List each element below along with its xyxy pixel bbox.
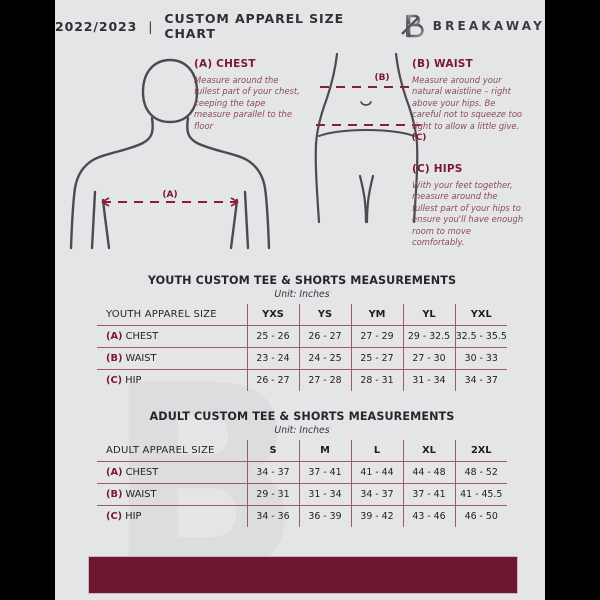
adult-row-label-hip: (C) HIP — [97, 505, 248, 527]
table-row: (C) HIP 26 - 27 27 - 28 28 - 31 31 - 34 34 - … — [97, 369, 507, 391]
adult-cell-hip-xl: 43 - 46 — [402, 505, 456, 527]
youth-cell-hip-yxs: 26 - 27 — [246, 369, 300, 391]
adult-cell-hip-l: 39 - 42 — [350, 505, 404, 527]
callout-chest-heading: (A) CHEST — [194, 58, 256, 70]
waist-line-label: (B) — [374, 73, 389, 83]
adult-size-table-block: ADULT CUSTOM TEE & SHORTS MEASUREMENTS U… — [97, 410, 507, 527]
table-row: (B) WAIST 23 - 24 24 - 25 25 - 27 27 - 30 30 … — [97, 347, 507, 370]
youth-cell-waist-ys: 24 - 25 — [298, 347, 352, 370]
youth-size-header-ys: YS — [298, 304, 352, 326]
header-title-group: 2022/2023 | CUSTOM APPAREL SIZE CHART — [55, 11, 372, 41]
youth-cell-hip-ym: 28 - 31 — [350, 369, 404, 391]
table-row: (A) CHEST 25 - 26 26 - 27 27 - 29 29 - 32.5 3… — [97, 325, 507, 348]
table-row: (A) CHEST 34 - 37 37 - 41 41 - 44 44 - 48 48 … — [97, 461, 507, 484]
youth-row-label-waist: (B) WAIST — [97, 347, 248, 370]
hips-line-label: (C) — [412, 133, 427, 143]
adult-cell-chest-2xl: 48 - 52 — [454, 461, 507, 484]
youth-row-label-hip: (C) HIP — [97, 369, 248, 391]
adult-row-label-waist: (B) WAIST — [97, 483, 248, 506]
callout-hips: (C) HIPS With your feet together, measur… — [412, 163, 524, 248]
youth-size-table: YOUTH APPAREL SIZE YXS YS YM YL YXL (A) CHEST 2… — [97, 304, 507, 391]
page-title: CUSTOM APPAREL SIZE CHART — [164, 11, 345, 41]
breakaway-b-monogram-icon — [400, 12, 424, 40]
callout-waist-body: Measure around your natural waistline – … — [412, 75, 523, 131]
adult-row-label-chest: (A) CHEST — [97, 461, 248, 484]
youth-table-unit: Unit: Inches — [274, 289, 330, 300]
row-tag: (A) — [106, 331, 123, 342]
youth-cell-waist-yxl: 30 - 33 — [454, 347, 507, 370]
header-season: 2022/2023 — [55, 18, 138, 34]
adult-size-header-2xl: 2XL — [454, 440, 507, 462]
youth-size-header-yl: YL — [402, 304, 456, 326]
adult-cell-waist-l: 34 - 37 — [350, 483, 404, 506]
youth-row-label-chest: (A) CHEST — [97, 325, 248, 348]
brand-lockup: BREAKAWAY — [400, 12, 545, 40]
callout-chest-body: Measure around the fullest part of your … — [194, 75, 300, 131]
adult-table-header-row: ADULT APPAREL SIZE S M L XL 2XL — [97, 440, 507, 462]
youth-cell-waist-yl: 27 - 30 — [402, 347, 456, 370]
adult-cell-chest-s: 34 - 37 — [246, 461, 300, 484]
adult-cell-hip-s: 34 - 36 — [246, 505, 300, 527]
size-chart-sheet: B 2022/2023 | CUSTOM APPAREL SIZE CHART — [55, 0, 545, 600]
youth-size-header-yxs: YXS — [246, 304, 300, 326]
adult-cell-waist-xl: 37 - 41 — [402, 483, 456, 506]
adult-cell-hip-2xl: 46 - 50 — [454, 505, 507, 527]
table-row: (B) WAIST 29 - 31 31 - 34 34 - 37 37 - 41 41 … — [97, 483, 507, 506]
row-tag: (C) — [106, 511, 123, 522]
youth-cell-waist-yxs: 23 - 24 — [246, 347, 300, 370]
youth-cell-hip-yl: 31 - 34 — [402, 369, 456, 391]
callout-hips-heading: (C) HIPS — [412, 163, 463, 175]
callout-waist-heading: (B) WAIST — [412, 58, 473, 70]
front-torso-silhouette-icon — [69, 58, 271, 250]
page-header: 2022/2023 | CUSTOM APPAREL SIZE CHART — [55, 0, 545, 52]
brand-name: BREAKAWAY — [432, 19, 545, 33]
header-separator: | — [148, 18, 154, 34]
hips-silhouette-icon — [314, 52, 419, 224]
youth-cell-chest-ys: 26 - 27 — [298, 325, 352, 348]
chest-measure-line — [101, 197, 239, 207]
adult-cell-waist-s: 29 - 31 — [246, 483, 300, 506]
adult-table-unit: Unit: Inches — [274, 425, 330, 436]
adult-size-header-xl: XL — [402, 440, 456, 462]
adult-size-table: ADULT APPAREL SIZE S M L XL 2XL (A) CHEST 34 - … — [97, 440, 507, 527]
adult-table-title: ADULT CUSTOM TEE & SHORTS MEASUREMENTS — [149, 410, 455, 423]
callout-waist: (B) WAIST Measure around your natural wa… — [412, 58, 524, 132]
footer-bar — [88, 556, 518, 594]
measurement-diagram: (A) (B) — [55, 52, 545, 270]
adult-cell-hip-m: 36 - 39 — [298, 505, 352, 527]
row-tag: (B) — [106, 489, 123, 500]
adult-cell-chest-m: 37 - 41 — [298, 461, 352, 484]
youth-cell-waist-ym: 25 - 27 — [350, 347, 404, 370]
youth-cell-chest-yxl: 32.5 - 35.5 — [454, 325, 507, 348]
adult-size-header-m: M — [298, 440, 352, 462]
youth-table-header-row: YOUTH APPAREL SIZE YXS YS YM YL YXL — [97, 304, 507, 326]
row-tag: (A) — [106, 467, 123, 478]
youth-cell-chest-yxs: 25 - 26 — [246, 325, 300, 348]
adult-size-header-s: S — [246, 440, 300, 462]
table-row: (C) HIP 34 - 36 36 - 39 39 - 42 43 - 46 46 - … — [97, 505, 507, 527]
adult-cell-chest-l: 41 - 44 — [350, 461, 404, 484]
youth-cell-chest-yl: 29 - 32.5 — [402, 325, 456, 348]
adult-size-label-cell: ADULT APPAREL SIZE — [97, 440, 248, 462]
youth-cell-hip-yxl: 34 - 37 — [454, 369, 507, 391]
body-figures-svg: (A) (B) — [69, 52, 427, 250]
youth-cell-hip-ys: 27 - 28 — [298, 369, 352, 391]
youth-cell-chest-ym: 27 - 29 — [350, 325, 404, 348]
youth-size-table-block: YOUTH CUSTOM TEE & SHORTS MEASUREMENTS U… — [97, 274, 507, 391]
youth-size-header-yxl: YXL — [454, 304, 507, 326]
youth-table-title: YOUTH CUSTOM TEE & SHORTS MEASUREMENTS — [147, 274, 457, 287]
youth-size-label-cell: YOUTH APPAREL SIZE — [97, 304, 248, 326]
adult-cell-waist-2xl: 41 - 45.5 — [454, 483, 507, 506]
adult-size-header-l: L — [350, 440, 404, 462]
adult-cell-waist-m: 31 - 34 — [298, 483, 352, 506]
callout-hips-body: With your feet together, measure around … — [412, 180, 524, 248]
callout-chest: (A) CHEST Measure around the fullest par… — [194, 58, 302, 132]
youth-size-header-ym: YM — [350, 304, 404, 326]
adult-cell-chest-xl: 44 - 48 — [402, 461, 456, 484]
row-tag: (C) — [106, 375, 123, 386]
row-tag: (B) — [106, 353, 123, 364]
chest-line-label: (A) — [162, 190, 177, 200]
